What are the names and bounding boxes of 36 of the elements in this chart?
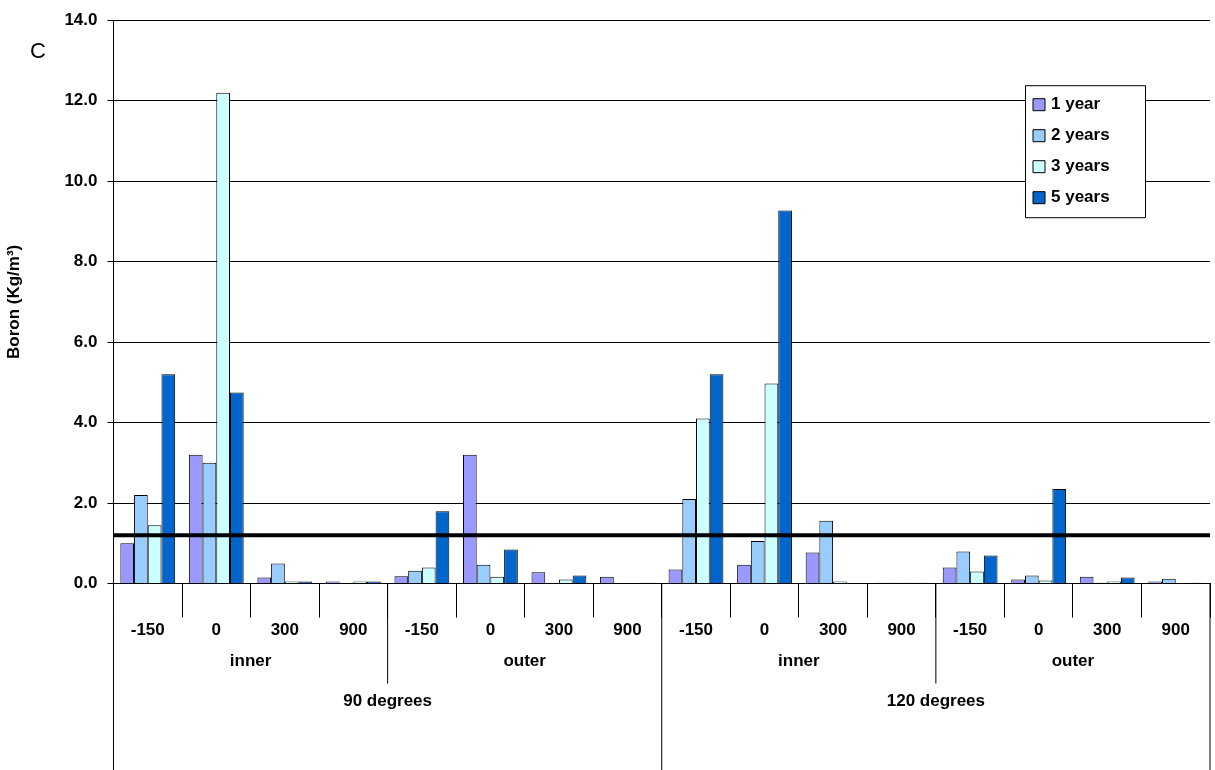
y-tick-label: 8.0	[73, 251, 98, 271]
x-tick-label: -150	[953, 620, 988, 640]
x-tick-label: 0	[485, 620, 496, 640]
x-tick-label: 900	[887, 620, 916, 640]
text: outer	[503, 651, 547, 671]
y-tick-label: 6.0	[73, 331, 98, 351]
text: 120 degrees	[886, 691, 986, 711]
x-tick-label: 0	[759, 620, 770, 640]
x-tick-label: 300	[270, 620, 299, 640]
legend-label: 2 years	[1051, 125, 1110, 145]
x-tick-label: -150	[404, 620, 439, 640]
text: outer	[1051, 651, 1095, 671]
legend-label: 3 years	[1051, 156, 1110, 176]
y-tick-label: 12.0	[64, 90, 98, 110]
x-tick-label: 300	[1093, 620, 1122, 640]
x-tick-label: 900	[613, 620, 642, 640]
y-tick-label: 10.0	[64, 170, 98, 190]
text: C	[30, 38, 46, 64]
y-axis-title: Boron (Kg/m³)	[3, 244, 23, 360]
x-tick-label: -150	[678, 620, 714, 640]
legend-label: 1 year	[1051, 94, 1101, 114]
x-tick-label: 900	[1161, 620, 1190, 640]
x-tick-label: 300	[818, 620, 848, 640]
x-tick-label: 300	[544, 620, 574, 640]
text: inner	[229, 651, 272, 671]
legend-label: 5 years	[1051, 187, 1110, 207]
y-tick-label: 14.0	[64, 9, 98, 29]
x-tick-label: 0	[1033, 620, 1044, 640]
x-tick-label: 0	[211, 620, 222, 640]
y-tick-label: 4.0	[73, 412, 98, 432]
text: 90 degrees	[343, 691, 433, 711]
text: inner	[778, 651, 820, 671]
x-tick-label: -150	[130, 620, 165, 640]
y-tick-label: 0.0	[73, 573, 98, 593]
x-tick-label: 900	[339, 620, 368, 640]
y-tick-label: 2.0	[73, 492, 98, 512]
